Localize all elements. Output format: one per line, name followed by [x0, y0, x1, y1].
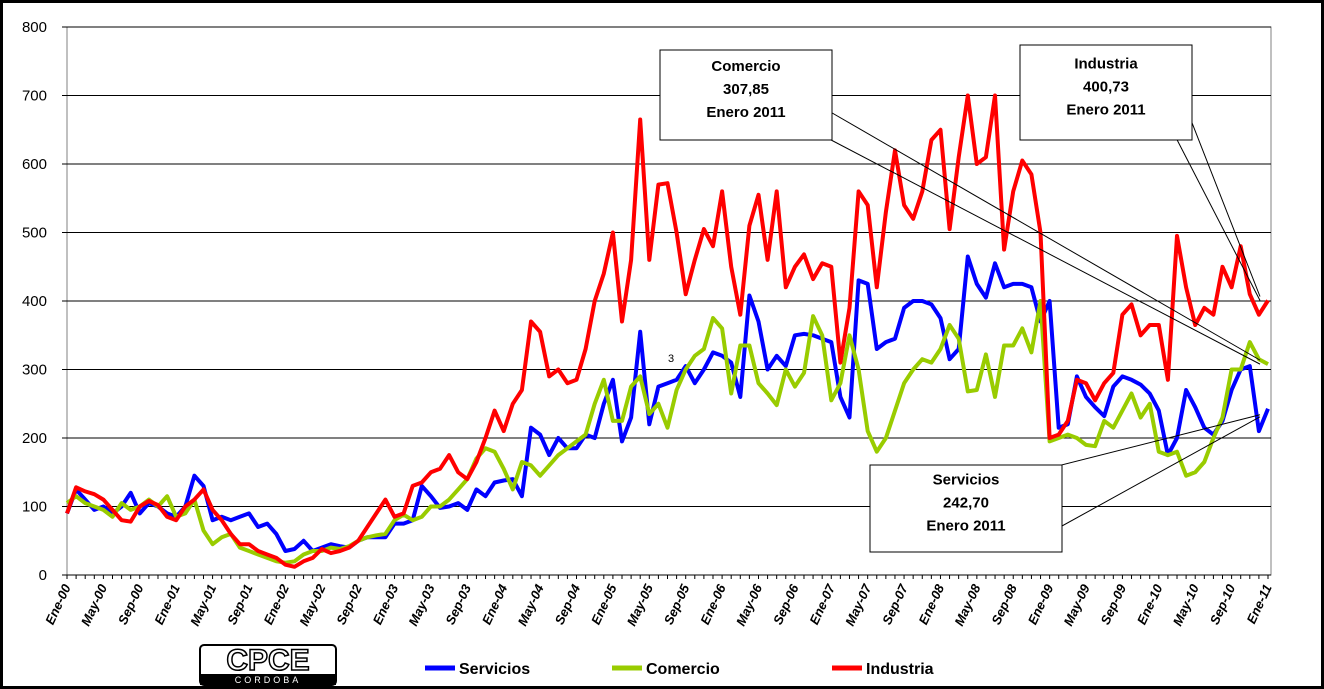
y-tick-label: 700 — [22, 88, 47, 105]
annotation-text: Industria — [1074, 56, 1138, 73]
annotation-text: Enero 2011 — [1066, 102, 1145, 119]
annotation-text: 242,70 — [943, 495, 989, 512]
logo-text: CPCE — [226, 644, 309, 677]
y-tick-label: 0 — [39, 567, 47, 584]
logo-band — [200, 674, 336, 685]
leader-line — [1041, 416, 1261, 538]
logo-subtext: CORDOBA — [235, 675, 302, 685]
series-line — [65, 93, 1270, 569]
y-tick-label: 800 — [22, 19, 47, 36]
y-tick-label: 500 — [22, 225, 47, 242]
annotation-box — [1019, 44, 1193, 141]
legend-label: Servicios — [459, 661, 530, 678]
legend-label: Comercio — [646, 661, 720, 678]
y-tick-label: 600 — [22, 156, 47, 173]
series-line — [65, 299, 1269, 565]
annotation-text: 307,85 — [723, 81, 769, 98]
y-tick-label: 100 — [22, 499, 47, 516]
y-tick-label: 400 — [22, 293, 47, 310]
leader-line — [1171, 129, 1261, 301]
y-tick-label: 300 — [22, 362, 47, 379]
annotation-text: 400,73 — [1083, 79, 1129, 96]
leader-line — [1186, 109, 1261, 297]
leader-line — [826, 109, 1261, 361]
annotation-box — [659, 49, 833, 141]
annotation-text: Enero 2011 — [706, 104, 785, 121]
annotation-text: Comercio — [711, 58, 780, 75]
annotation-text: Enero 2011 — [926, 518, 1005, 535]
annotation-box — [869, 464, 1063, 553]
annotation-text: Servicios — [933, 472, 1000, 489]
stray-label: 3 — [668, 353, 674, 365]
leader-line — [811, 129, 1261, 365]
legend-label: Industria — [866, 661, 934, 678]
logo: CPCE CORDOBA — [199, 643, 337, 686]
y-tick-label: 200 — [22, 430, 47, 447]
